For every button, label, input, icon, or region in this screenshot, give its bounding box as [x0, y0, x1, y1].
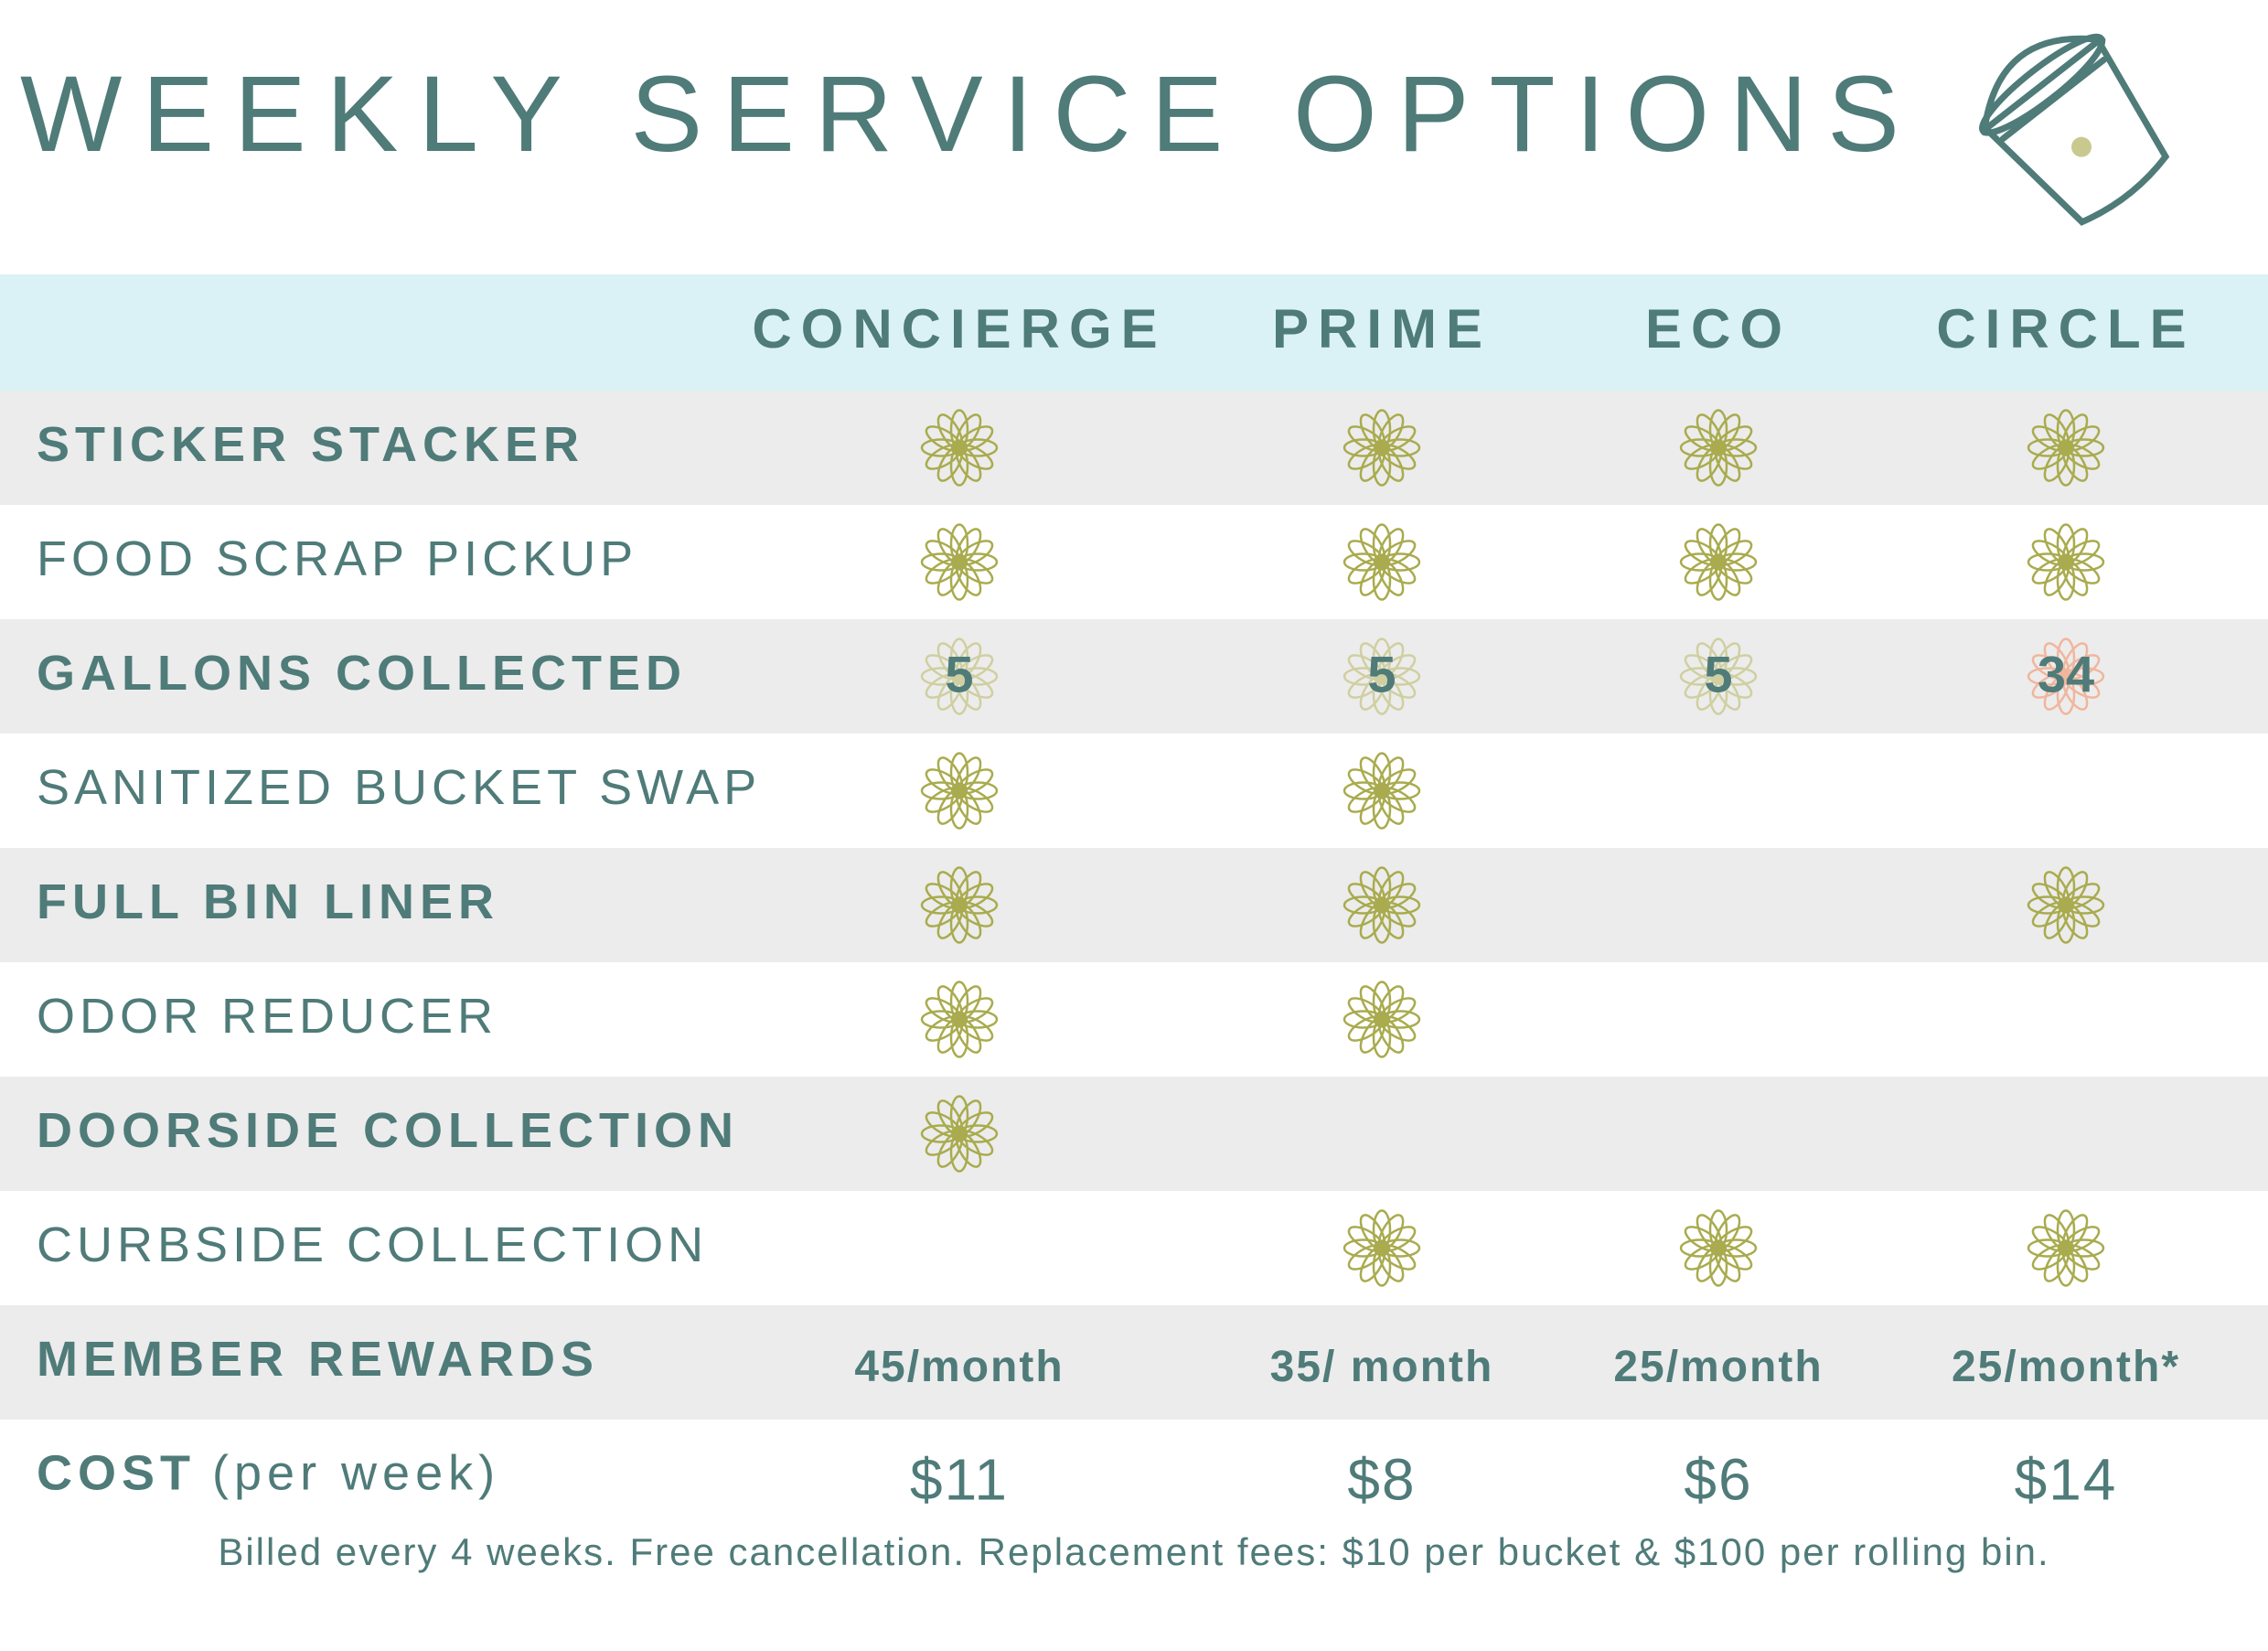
check-icon	[920, 866, 999, 944]
flower-center	[1710, 439, 1727, 456]
row-label-note: (per week)	[212, 1446, 500, 1501]
row-label: ODOR REDUCER	[37, 989, 497, 1044]
row-label: MEMBER REWARDS	[37, 1332, 599, 1387]
check-icon	[1343, 523, 1421, 601]
row-background	[0, 848, 2268, 962]
flower-center	[1710, 1239, 1727, 1257]
row-label: GALLONS COLLECTED	[37, 646, 687, 701]
cell-value: 5	[1704, 645, 1732, 702]
check-icon	[1679, 409, 1758, 487]
flower-center	[1374, 1239, 1390, 1257]
flower-center	[2058, 1239, 2074, 1257]
column-header: ECO	[1645, 298, 1792, 359]
check-icon	[1343, 1209, 1421, 1287]
check-icon	[1343, 638, 1421, 715]
flower-center	[1710, 553, 1727, 571]
cell-value: $11	[910, 1446, 1009, 1512]
check-icon	[1343, 866, 1421, 944]
flower-center	[951, 439, 968, 456]
check-icon	[920, 409, 999, 487]
flower-center	[1710, 668, 1727, 685]
check-icon	[2027, 523, 2105, 601]
flower-center	[1374, 439, 1390, 456]
row-label: DOORSIDE COLLECTION	[37, 1103, 739, 1158]
check-icon	[1343, 409, 1421, 487]
flower-center	[1374, 896, 1390, 914]
row-label: SANITIZED BUCKET SWAP	[37, 760, 761, 815]
column-header: PRIME	[1272, 298, 1492, 359]
check-icon	[2027, 866, 2105, 944]
row-label-main: COST	[37, 1446, 196, 1501]
row-background	[0, 962, 2268, 1077]
check-icon	[2027, 1209, 2105, 1287]
flower-center	[1374, 553, 1390, 571]
cell-value: 45/month	[854, 1343, 1064, 1391]
flower-center	[2058, 553, 2074, 571]
row-label: CURBSIDE COLLECTION	[37, 1217, 708, 1272]
check-icon	[2027, 638, 2105, 715]
flower-center	[2058, 668, 2074, 685]
check-icon	[1679, 638, 1758, 715]
cell-value: $14	[2015, 1446, 2118, 1512]
check-icon	[2027, 409, 2105, 487]
cell-value: 35/ month	[1270, 1343, 1494, 1391]
cell-value: 34	[2038, 645, 2094, 702]
row-label: COST (per week)	[37, 1446, 500, 1501]
flower-center	[951, 1011, 968, 1028]
check-icon	[1343, 981, 1421, 1058]
flower-center	[951, 896, 968, 914]
check-icon	[1343, 752, 1421, 830]
flower-center	[951, 1125, 968, 1142]
row-background	[0, 1420, 2268, 1534]
bucket-icon	[1979, 33, 2170, 226]
row-label: FOOD SCRAP PICKUP	[37, 531, 637, 586]
flower-center	[1374, 668, 1390, 685]
row-background	[0, 505, 2268, 619]
check-icon	[1679, 523, 1758, 601]
cell-value: 25/month	[1613, 1343, 1823, 1391]
check-icon	[920, 981, 999, 1058]
flower-center	[2058, 896, 2074, 914]
row-background	[0, 619, 2268, 734]
flower-center	[951, 782, 968, 799]
row-background	[0, 391, 2268, 505]
row-background	[0, 1191, 2268, 1305]
row-background	[0, 734, 2268, 848]
row-label: STICKER STACKER	[37, 417, 584, 472]
flower-center	[2058, 439, 2074, 456]
check-icon	[920, 752, 999, 830]
flower-center	[1374, 1011, 1390, 1028]
check-icon	[920, 523, 999, 601]
check-icon	[920, 1095, 999, 1173]
flower-center	[951, 668, 968, 685]
header-band	[0, 274, 2268, 391]
cell-value: 5	[1367, 645, 1396, 702]
row-background	[0, 1305, 2268, 1420]
row-background	[0, 1077, 2268, 1191]
footnote: Billed every 4 weeks. Free cancellation.…	[218, 1530, 2049, 1573]
cell-value: $6	[1684, 1446, 1752, 1512]
table: CONCIERGE PRIME ECO CIRCLE STICKER STACKER FO…	[0, 298, 2268, 1534]
page-title: WEEKLY SERVICE OPTIONS	[20, 54, 1899, 175]
cell-value: 25/month*	[1952, 1343, 2180, 1391]
cell-value: $8	[1347, 1446, 1416, 1512]
check-icon	[1679, 1209, 1758, 1287]
column-header: CONCIERGE	[752, 298, 1166, 359]
check-icon	[920, 638, 999, 715]
column-header: CIRCLE	[1936, 298, 2195, 359]
flower-center	[951, 553, 968, 571]
row-label: FULL BIN LINER	[37, 874, 499, 929]
cell-value: 5	[945, 645, 973, 702]
flower-center	[1374, 782, 1390, 799]
